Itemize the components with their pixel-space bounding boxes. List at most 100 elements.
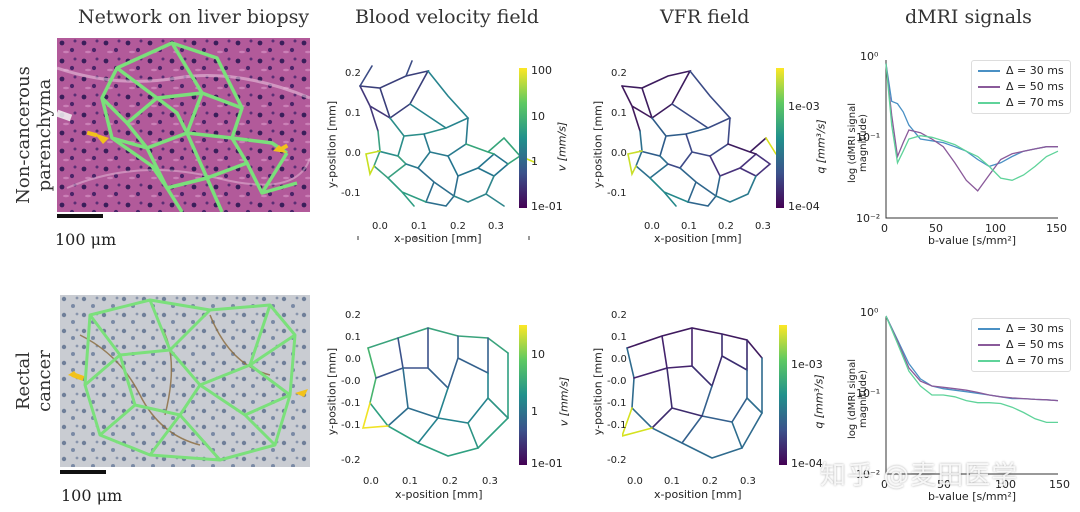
watermark: 知乎 @麦田医学: [820, 461, 1019, 491]
y-tick: -0.2: [341, 455, 361, 466]
column-title-network: Network on liver biopsy: [78, 6, 310, 28]
y-tick: 10⁻¹: [856, 131, 881, 144]
y-axis-label: y-position [mm]: [591, 347, 605, 436]
y-tick: 10⁻²: [856, 468, 881, 481]
colorbar-label: q [mm³/s]: [812, 374, 826, 429]
colorbar-label: q [mm³/s]: [814, 119, 828, 174]
y-tick: -0.0: [607, 376, 627, 387]
velocity-field-plot-row2: [361, 327, 509, 457]
y-tick: 0.0: [345, 354, 361, 365]
colorbar-tick: 1e-01: [531, 457, 563, 470]
x-tick: 150: [1049, 478, 1070, 491]
x-tick: 0.2: [718, 221, 734, 232]
colorbar-tick: 10: [531, 348, 545, 361]
row-label-line: parenchyma: [34, 78, 55, 192]
colorbar-tick: 100: [531, 64, 552, 77]
legend-swatch: [978, 360, 1000, 362]
dmri-signal-plot-row1: [885, 60, 1059, 219]
series-line: [885, 315, 1059, 402]
y-tick: 0.1: [345, 332, 361, 343]
liver-biopsy-micrograph: [57, 38, 310, 212]
network-edges: [622, 327, 763, 459]
x-tick: 150: [1046, 222, 1067, 235]
series-line: [885, 63, 1058, 192]
axis-ticks: [357, 236, 530, 240]
network-edges: [621, 69, 777, 207]
y-tick: 0.2: [611, 310, 627, 321]
legend-label: Δ = 50 ms: [1006, 80, 1064, 93]
y-tick: 0.1: [611, 108, 627, 119]
row-label-noncancerous: Non-cancerous parenchyma: [13, 65, 55, 205]
scale-bar-label: 100 μm: [61, 486, 123, 505]
row-label-rectal: Rectal cancer: [13, 331, 55, 431]
y-tick: 10⁻¹: [856, 387, 881, 400]
y-tick: 10⁰: [860, 50, 879, 63]
vfr-field-plot-row1: [621, 69, 777, 207]
x-tick: 0.3: [488, 221, 504, 232]
x-tick: 0.0: [644, 221, 660, 232]
x-tick: 0.2: [702, 476, 718, 487]
legend-swatch: [978, 344, 1000, 346]
plot-axes: [885, 60, 1058, 219]
series-line: [885, 315, 1058, 424]
colorbar: [519, 325, 527, 465]
colorbar-tick: 1e-04: [791, 457, 823, 470]
y-axis-label: y-position [mm]: [325, 100, 339, 189]
legend-entry: Δ = 70 ms: [978, 95, 1064, 111]
legend-entry: Δ = 70 ms: [978, 353, 1064, 369]
row-label-line: Rectal: [13, 352, 34, 411]
x-tick: 0.3: [755, 221, 771, 232]
colorbar-tick: 1e-03: [791, 358, 823, 371]
vascular-network-overlay: [83, 298, 297, 462]
y-tick: 0.2: [345, 68, 361, 79]
y-tick: -0.2: [607, 455, 627, 466]
x-tick: 0: [881, 478, 888, 491]
colorbar-tick: 10: [531, 110, 545, 123]
flow-arrow-icon: [68, 371, 308, 397]
x-tick: 0: [881, 222, 888, 235]
colorbar-tick: 1: [531, 155, 538, 168]
row-label-line: cancer: [34, 350, 55, 412]
y-axis-label: log (dMRI signal magnitude): [847, 103, 869, 183]
colorbar-tick: 1: [531, 405, 538, 418]
y-tick: 0.1: [345, 108, 361, 119]
y-tick: -0.1: [341, 398, 361, 409]
network-edges: [361, 327, 509, 457]
legend-swatch: [978, 328, 1000, 330]
y-tick: 0.2: [611, 68, 627, 79]
x-tick: 50: [929, 222, 943, 235]
legend-label: Δ = 70 ms: [1006, 96, 1064, 109]
plot-axes: [885, 316, 1058, 475]
column-title-dmri: dMRI signals: [905, 6, 1032, 28]
y-tick: 0.0: [611, 148, 627, 159]
y-tick: 10⁰: [860, 306, 879, 319]
y-tick: 0.2: [345, 310, 361, 321]
x-tick: 0.1: [411, 221, 427, 232]
network-edges: [359, 60, 535, 207]
y-axis-label: y-position [mm]: [325, 347, 339, 436]
y-tick: -0.1: [341, 188, 361, 199]
legend: Δ = 30 ms Δ = 50 ms Δ = 70 ms: [971, 318, 1071, 372]
y-axis-label: y-position [mm]: [591, 100, 605, 189]
legend-label: Δ = 30 ms: [1006, 64, 1064, 77]
x-axis-label: x-position [mm]: [654, 488, 742, 501]
x-tick: 50: [937, 478, 951, 491]
dmri-signal-plot-row2: [885, 315, 1059, 475]
y-tick: -0.1: [607, 420, 627, 431]
x-tick: 0.3: [740, 476, 756, 487]
legend-entry: Δ = 30 ms: [978, 321, 1064, 337]
x-axis-label: x-position [mm]: [654, 232, 742, 245]
legend-swatch: [978, 70, 1000, 72]
x-tick: 0.3: [482, 476, 498, 487]
x-axis-label: b-value [s/mm²]: [928, 490, 1017, 503]
x-axis-label: b-value [s/mm²]: [928, 234, 1017, 247]
y-tick: 0.0: [611, 354, 627, 365]
y-tick: 0.0: [345, 148, 361, 159]
column-title-vfr: VFR field: [660, 6, 750, 28]
colorbar-tick: 1e-01: [531, 200, 563, 213]
y-axis-label: log (dMRI signal magnitude): [847, 359, 869, 439]
legend-swatch: [978, 102, 1000, 104]
rectal-cancer-micrograph: [60, 295, 310, 467]
legend: Δ = 30 ms Δ = 50 ms Δ = 70 ms: [971, 60, 1071, 114]
x-tick: 0.2: [442, 476, 458, 487]
